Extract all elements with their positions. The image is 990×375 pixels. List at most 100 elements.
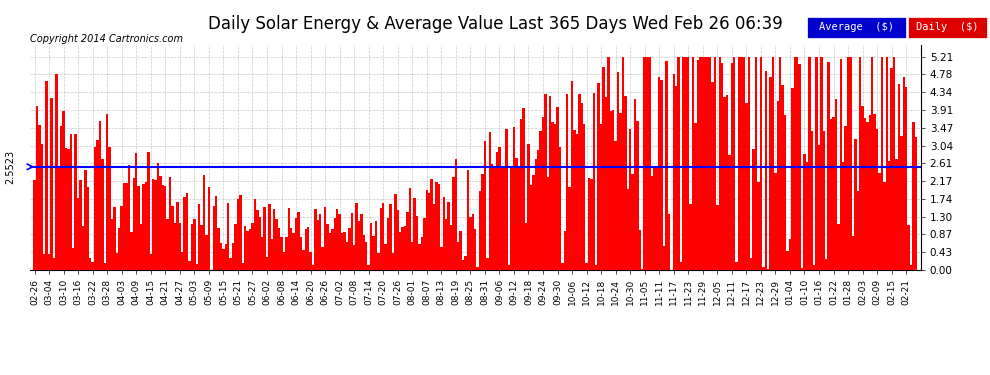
Bar (653, 167, 655, 270)
Bar (178, 223, 181, 270)
Bar (537, 150, 540, 270)
Bar (191, 224, 193, 270)
Bar (818, 146, 821, 270)
Bar (428, 193, 431, 270)
Bar (130, 232, 133, 270)
Bar (697, 60, 699, 270)
Bar (808, 57, 811, 270)
Bar (346, 242, 348, 270)
Bar (399, 232, 401, 270)
Bar (580, 103, 583, 270)
Bar (392, 253, 394, 270)
Bar (297, 212, 300, 270)
Bar (687, 57, 689, 270)
Bar (41, 144, 43, 270)
Bar (561, 263, 563, 270)
Bar (655, 166, 658, 270)
Bar (665, 62, 667, 270)
Bar (149, 254, 152, 270)
Bar (79, 180, 82, 270)
Bar (767, 269, 769, 270)
Bar (620, 113, 622, 270)
Bar (230, 258, 232, 270)
Bar (248, 229, 251, 270)
Bar (384, 244, 387, 270)
Bar (387, 218, 389, 270)
Bar (835, 99, 838, 270)
Bar (776, 101, 779, 270)
Bar (806, 162, 808, 270)
Bar (389, 204, 392, 270)
Bar (307, 226, 309, 270)
Bar (104, 264, 106, 270)
Bar (607, 57, 610, 270)
Bar (379, 208, 382, 270)
Bar (752, 149, 754, 270)
Bar (851, 236, 854, 270)
Bar (605, 98, 607, 270)
Bar (590, 178, 593, 270)
Bar (912, 122, 915, 270)
Bar (314, 209, 317, 270)
Bar (181, 252, 183, 270)
Bar (355, 202, 357, 270)
Bar (568, 187, 571, 270)
Bar (72, 248, 74, 270)
Bar (377, 253, 379, 270)
Bar (868, 116, 871, 270)
Bar (423, 218, 426, 270)
Bar (372, 236, 375, 270)
Bar (675, 86, 677, 270)
Bar (452, 177, 454, 270)
Bar (714, 57, 716, 270)
Bar (617, 72, 620, 270)
Bar (566, 94, 568, 270)
Bar (642, 269, 644, 270)
Bar (84, 170, 86, 270)
Bar (612, 110, 615, 270)
Bar (864, 118, 866, 270)
Bar (414, 198, 416, 270)
Bar (859, 57, 861, 270)
Bar (82, 226, 84, 270)
Bar (486, 258, 488, 270)
Bar (479, 191, 481, 270)
Bar (610, 111, 612, 270)
Bar (637, 121, 639, 270)
Bar (287, 208, 290, 270)
Bar (563, 231, 566, 270)
Bar (515, 159, 518, 270)
Bar (821, 57, 823, 270)
Bar (513, 127, 515, 270)
Bar (140, 225, 143, 270)
Bar (898, 84, 900, 270)
Bar (416, 216, 419, 270)
Bar (883, 183, 886, 270)
Bar (520, 119, 523, 270)
Bar (741, 57, 742, 270)
Bar (754, 57, 757, 270)
Bar (334, 218, 336, 270)
Bar (842, 162, 844, 270)
Bar (846, 57, 849, 270)
Bar (261, 237, 263, 270)
Bar (171, 206, 174, 270)
Bar (644, 57, 645, 270)
Bar (108, 147, 111, 270)
Bar (344, 232, 346, 270)
Bar (447, 202, 449, 270)
Bar (213, 206, 215, 270)
Bar (518, 168, 520, 270)
Bar (113, 207, 116, 270)
Bar (528, 144, 530, 270)
Bar (849, 57, 851, 270)
Bar (731, 63, 733, 270)
Bar (362, 235, 365, 270)
Bar (588, 178, 590, 270)
Bar (161, 185, 164, 270)
Bar (745, 104, 747, 270)
Bar (726, 95, 729, 270)
Bar (556, 107, 558, 270)
Bar (895, 159, 898, 270)
Bar (39, 125, 41, 270)
